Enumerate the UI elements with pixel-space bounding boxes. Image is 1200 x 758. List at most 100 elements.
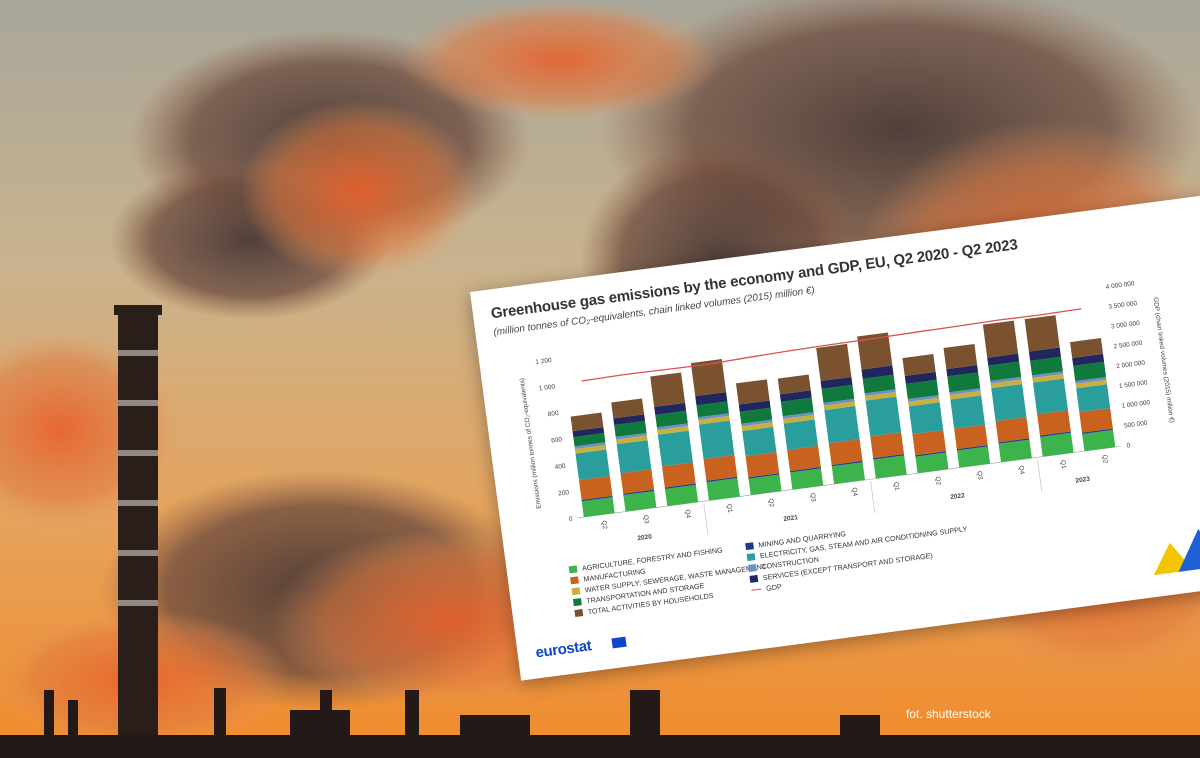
bar-segment — [1032, 378, 1069, 415]
bar-segment — [982, 320, 1019, 358]
bar-segment — [949, 390, 982, 400]
bar-segment — [861, 365, 894, 379]
bar-segment — [915, 451, 947, 457]
bar-segment — [741, 419, 773, 427]
bar-segment — [735, 379, 770, 405]
bar-segment — [695, 392, 728, 406]
year-group-label: 2022 — [950, 492, 966, 501]
bar-segment — [1032, 371, 1064, 379]
bar-segment — [956, 445, 988, 451]
factory-skyline — [0, 688, 1200, 758]
x-tick-label: Q3 — [642, 515, 650, 525]
bar-segment — [823, 401, 856, 411]
bar-segment — [741, 422, 774, 431]
bar-segment — [828, 439, 863, 465]
bar-segment — [1070, 338, 1104, 358]
y-tick-label: 600 — [551, 436, 563, 444]
bar-segment — [574, 442, 606, 449]
bar-segment — [865, 396, 902, 437]
y2-tick-label: 1 500 000 — [1118, 379, 1148, 390]
x-tick-label: Q2 — [767, 498, 775, 508]
bar-segment — [780, 397, 814, 417]
bar-segment — [581, 497, 615, 518]
bar-segment — [777, 374, 811, 395]
bar-segment — [1079, 408, 1113, 433]
y-axis-title: Emissions (million tonnes of CO₂-equival… — [519, 378, 543, 510]
bar-segment — [613, 414, 646, 425]
bar-segment — [950, 395, 986, 429]
bar-segment — [706, 478, 740, 501]
bar-segment — [1075, 379, 1108, 389]
bar-segment — [745, 452, 780, 478]
year-divider — [870, 481, 876, 514]
bar-segment — [739, 407, 773, 424]
bar-segment — [1030, 356, 1063, 376]
year-group-label: 2021 — [783, 514, 799, 523]
bar-segment — [662, 462, 696, 488]
bar-segment — [857, 332, 893, 370]
year-group-label: 2023 — [1075, 476, 1091, 485]
bar-segment — [783, 419, 819, 450]
chimney — [114, 305, 162, 758]
year-group-label: 2020 — [637, 533, 653, 542]
y2-tick-label: 3 000 000 — [1111, 320, 1141, 331]
bar-segment — [615, 432, 647, 440]
x-tick-label: Q1 — [725, 504, 733, 514]
bar-segment — [870, 432, 905, 459]
legend-swatch — [748, 564, 757, 572]
bar-segment — [623, 490, 657, 512]
bar-segment — [904, 371, 937, 384]
bar-segment — [823, 398, 855, 406]
chart-card: Greenhouse gas emissions by the economy … — [470, 195, 1200, 681]
x-tick-label: Q1 — [1059, 460, 1067, 470]
x-tick-label: Q3 — [975, 471, 983, 481]
bar-segment — [1072, 353, 1105, 366]
y2-axis-title: GDP (chain linked volumes (2015) million… — [1152, 297, 1175, 424]
bar-segment — [616, 440, 652, 474]
bar-segment — [703, 454, 738, 481]
legend-swatch — [568, 565, 578, 574]
bar-segment — [821, 384, 855, 403]
bar-segment — [789, 467, 822, 473]
bar-segment — [957, 446, 991, 468]
bar-segment — [1037, 410, 1071, 436]
bar-segment — [650, 372, 686, 407]
bar-segment — [1040, 432, 1074, 457]
legend-swatch — [571, 587, 581, 596]
bar-segment — [990, 379, 1023, 389]
bar-segment — [578, 475, 613, 500]
y-tick-label: 1 200 — [535, 357, 552, 366]
y2-tick-label: 500 000 — [1124, 420, 1149, 430]
x-tick-label: Q1 — [892, 482, 900, 492]
bar-segment — [915, 452, 949, 474]
bar-segment — [1039, 431, 1071, 437]
bar-segment — [947, 372, 981, 393]
bar-segment — [946, 365, 979, 377]
y-tick-label: 200 — [558, 489, 570, 497]
legend-swatch — [749, 574, 759, 583]
bar-segment — [912, 430, 947, 456]
bar-segment — [782, 412, 814, 419]
y2-tick-label: 0 — [1126, 442, 1131, 449]
bar-segment — [873, 455, 907, 479]
legend-swatch — [572, 598, 582, 607]
bar-segment — [657, 430, 693, 467]
bar-segment — [611, 398, 645, 419]
y2-tick-label: 3 500 000 — [1108, 300, 1138, 311]
legend-swatch — [746, 553, 756, 562]
bar-segment — [655, 410, 688, 428]
x-tick-label: Q4 — [683, 509, 691, 519]
y2-tick-label: 4 000 000 — [1105, 280, 1135, 291]
x-tick-label: Q2 — [934, 476, 942, 486]
legend-swatch — [570, 576, 579, 585]
bar-segment — [664, 483, 696, 489]
bar-segment — [908, 402, 944, 435]
bar-segment — [949, 388, 981, 395]
bar-segment — [1032, 373, 1064, 383]
bar-segment — [664, 484, 699, 507]
bar-segment — [902, 354, 936, 376]
legend-swatch — [574, 609, 584, 618]
bar-segment — [998, 438, 1030, 444]
bar-segment — [943, 343, 978, 370]
bar-segment — [657, 426, 689, 435]
